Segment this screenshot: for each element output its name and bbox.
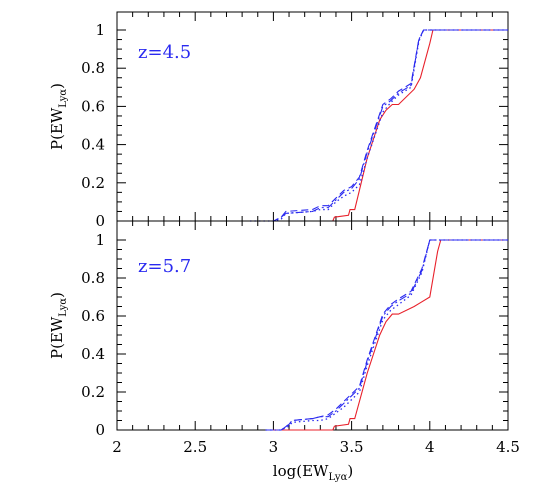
y-tick-label: 1: [95, 231, 105, 249]
panel-frame: [116, 220, 509, 431]
y-tick-label: 1: [95, 21, 105, 39]
series-line-dotted: [265, 239, 508, 431]
x-tick-label: 4: [425, 438, 435, 456]
x-tick-label: 4.5: [496, 438, 520, 456]
y-axis-label: P(EWLyα): [48, 292, 69, 359]
y-tick-label: 0.2: [81, 383, 105, 401]
series-line-dashed: [249, 29, 508, 222]
x-tick-label: 2.5: [183, 438, 207, 456]
series-line-dashed: [265, 239, 508, 431]
y-tick-label: 0: [95, 421, 105, 439]
y-tick-label: 0.2: [81, 174, 105, 192]
series-line-dotted: [249, 29, 508, 222]
y-tick-label: 0.4: [81, 136, 105, 154]
series-line-solid: [273, 239, 508, 431]
y-tick-label: 0.4: [81, 345, 105, 363]
y-tick-label: 0.8: [81, 59, 105, 77]
x-tick-label: 3.5: [340, 438, 364, 456]
y-tick-label: 0.6: [81, 307, 105, 325]
y-tick-label: 0.6: [81, 97, 105, 115]
series-line-dashdot: [265, 239, 508, 431]
y-tick-label: 0.8: [81, 269, 105, 287]
x-tick-label: 3: [269, 438, 279, 456]
y-tick-label: 0: [95, 212, 105, 230]
x-axis-label: log(EWLyα): [273, 462, 353, 483]
series-line-dashdot: [249, 29, 508, 222]
series-line-solid: [273, 29, 508, 222]
panel-label: z=5.7: [138, 256, 191, 277]
y-axis-label: P(EWLyα): [48, 83, 69, 150]
panel-label: z=4.5: [138, 42, 191, 63]
x-tick-label: 2: [112, 438, 122, 456]
